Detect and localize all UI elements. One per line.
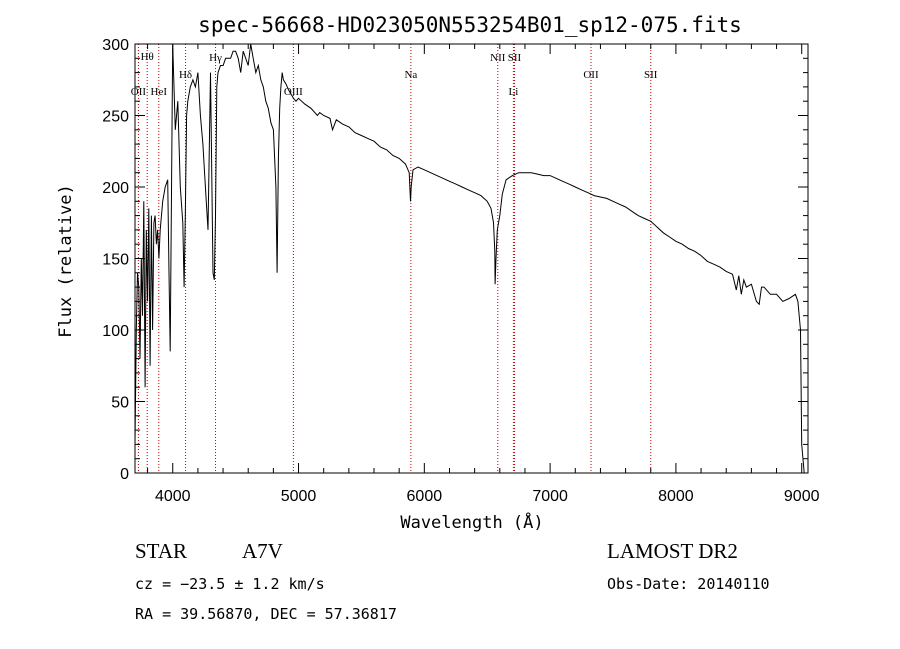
x-tick-label: 9000 [784,488,820,505]
spectral-line-label: NII [490,52,506,64]
subclass: A7V [242,539,283,563]
spectral-line-label: Hδ [179,69,192,81]
x-tick-label: 5000 [281,488,317,505]
spectrum-line [134,43,805,474]
spectral-line-label: SII [508,52,522,64]
spectral-line-label: HeI [151,86,168,98]
y-tick-label: 300 [102,37,129,54]
plot-frame [134,43,809,474]
spectral-line-label: Li [508,86,518,98]
spectral-line-label: OII [131,86,147,98]
y-tick-label: 100 [102,323,129,340]
survey-name: LAMOST DR2 [607,539,738,563]
coordinates: RA = 39.56870, DEC = 57.36817 [135,605,397,623]
spectral-line-label: Na [404,69,417,81]
y-tick-label: 150 [102,252,129,269]
chart-title: spec-56668-HD023050N553254B01_sp12-075.f… [198,13,742,37]
x-tick-label: 6000 [407,488,443,505]
x-tick-label: 7000 [532,488,568,505]
object-class: STAR [135,539,187,563]
y-tick-label: 0 [120,466,129,483]
y-axis-label: Flux (relative) [56,184,76,338]
redshift-cz: cz = −23.5 ± 1.2 km/s [135,575,325,593]
spectral-line-label: OIII [284,86,303,98]
y-tick-label: 200 [102,180,129,197]
x-axis-label: Wavelength (Å) [400,511,543,533]
spectral-line-label: Hθ [141,51,154,63]
x-axis-ticks: 4000 5000 6000 7000 8000 9000 [147,44,820,505]
y-tick-label: 50 [111,395,129,412]
y-tick-label: 250 [102,109,129,126]
obs-date: Obs-Date: 20140110 [607,575,770,593]
spectral-line-label: SII [644,69,658,81]
spectral-line-label: OII [583,69,599,81]
spectral-line-label: Hγ [209,52,222,64]
x-tick-label: 4000 [155,488,191,505]
y-axis-ticks: 0 50 100 150 200 250 300 [102,37,808,483]
x-tick-label: 8000 [658,488,694,505]
